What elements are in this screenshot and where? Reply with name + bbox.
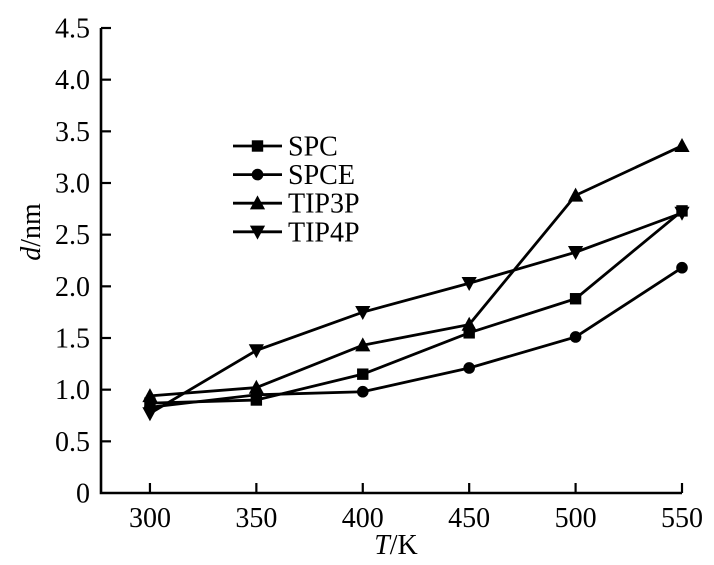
x-tick-label: 350: [235, 503, 277, 534]
series-line-TIP4P: [149, 211, 683, 415]
square-marker: [569, 293, 582, 305]
legend-entry-TIP4P: TIP4P: [233, 217, 360, 248]
circle-marker: [463, 362, 475, 374]
x-tick-label: 550: [661, 503, 703, 534]
triangle-down-marker: [567, 246, 584, 261]
y-tick-label: 3.5: [55, 117, 90, 148]
triangle-up-marker: [567, 187, 584, 202]
series-SPC: [144, 205, 688, 409]
legend-label-SPC: SPC: [288, 132, 338, 163]
x-tick-label: 400: [342, 503, 384, 534]
x-axis-label: T/K: [374, 530, 418, 560]
triangle-down-marker: [355, 305, 371, 320]
series-line-SPCE: [149, 266, 683, 409]
x-axis-label-symbol: T: [374, 530, 392, 560]
y-tick-label: 4.0: [55, 65, 90, 96]
triangle-up-marker: [674, 138, 690, 152]
legend-label-TIP3P: TIP3P: [288, 189, 360, 220]
axis-lines: [99, 28, 682, 495]
legend-triangle-down-icon: [249, 225, 266, 240]
square-marker: [357, 368, 369, 380]
y-tick-label: 1.5: [55, 324, 90, 355]
x-tick-label: 300: [129, 503, 171, 534]
series-line-TIP3P: [149, 144, 683, 398]
y-axis-label-symbol: d: [16, 246, 47, 261]
x-axis-label-unit: /K: [390, 530, 418, 560]
square-marker: [463, 327, 475, 339]
y-axis-label: d/nm: [16, 203, 47, 261]
circle-marker: [569, 331, 582, 343]
series-TIP4P: [142, 206, 690, 422]
legend-entry-TIP3P: TIP3P: [233, 189, 360, 220]
y-tick-label: 0: [76, 479, 90, 510]
legend-circle-icon: [251, 168, 264, 181]
y-tick-label: 3.0: [55, 169, 90, 200]
legend-entry-SPCE: SPCE: [233, 160, 355, 191]
axes: [99, 28, 682, 495]
axis-ticks: [101, 26, 684, 493]
triangle-up-marker: [461, 316, 477, 331]
triangle-up-marker: [355, 337, 371, 352]
series-TIP3P: [142, 138, 690, 403]
y-tick-label: 2.0: [55, 272, 90, 303]
x-tick-label: 450: [448, 503, 490, 534]
legend-label-TIP4P: TIP4P: [288, 217, 360, 248]
circle-marker: [356, 385, 369, 398]
triangle-up-marker: [248, 379, 264, 394]
triangle-down-marker: [248, 344, 264, 359]
legend-triangle-up-icon: [249, 195, 266, 210]
y-axis-label-unit: /nm: [16, 203, 47, 247]
series-line-SPC: [149, 209, 683, 405]
circle-marker: [676, 261, 688, 274]
y-tick-label: 4.5: [55, 14, 90, 45]
y-tick-label: 0.5: [55, 427, 90, 458]
axis-tick-labels: 300 350 400 450 500 550 0 0.5 1.0 1.5 2.0 2.5 3.0 3.5…: [55, 14, 703, 535]
y-tick-label: 1.0: [55, 375, 90, 406]
triangle-down-marker: [461, 277, 477, 292]
legend-label-SPCE: SPCE: [288, 160, 355, 191]
legend-square-icon: [251, 140, 264, 152]
y-tick-label: 2.5: [55, 220, 90, 251]
legend-entry-SPC: SPC: [233, 132, 338, 163]
data-series: [142, 138, 690, 422]
x-tick-label: 500: [555, 503, 597, 534]
triangle-down-marker: [674, 206, 690, 221]
triangle-up-marker: [142, 388, 158, 403]
triangle-down-marker: [142, 407, 158, 422]
